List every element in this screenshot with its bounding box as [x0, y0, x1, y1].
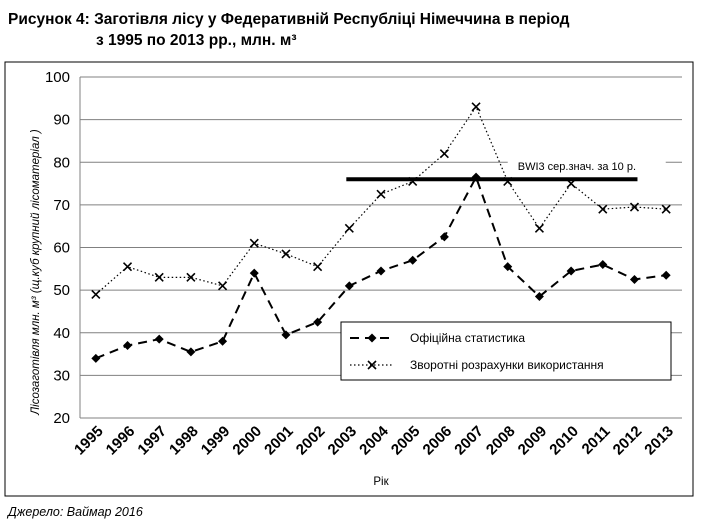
series-point: [249, 238, 259, 248]
series-point: [503, 262, 513, 272]
series-point: [313, 262, 323, 272]
legend-box: [340, 321, 672, 381]
legend-items: Офіційна статистика Зворотні розрахунки в…: [350, 331, 604, 372]
series-point: [629, 274, 639, 284]
annotation-label: BWI3 сер.знач. за 10 р.: [518, 161, 636, 173]
series-point: [186, 272, 196, 282]
y-tick-label: 40: [53, 325, 70, 342]
series-point: [344, 281, 354, 291]
series-point: [313, 317, 323, 327]
series-point: [122, 262, 133, 272]
annotation-group: BWI3 сер.знач. за 10 р.: [346, 155, 666, 182]
legend-label: Зворотні розрахунки використання: [410, 358, 604, 372]
series-point: [376, 189, 386, 199]
series-group: [91, 102, 671, 363]
series-point: [471, 102, 481, 112]
series-point: [281, 249, 291, 259]
series-point: [376, 266, 386, 276]
legend-swatch-marker: [367, 333, 377, 343]
legend-label: Офіційна статистика: [410, 331, 525, 345]
series-point: [281, 330, 291, 340]
legend: Офіційна статистика Зворотні розрахунки в…: [340, 321, 672, 381]
y-tick-label: 90: [53, 112, 70, 129]
figure-source: Джерело: Ваймар 2016: [8, 505, 143, 519]
series-point: [218, 336, 228, 346]
series-point: [344, 223, 354, 233]
y-tick-label: 70: [53, 197, 70, 214]
series-point: [534, 292, 544, 302]
y-tick-label: 30: [53, 367, 70, 384]
series-point: [566, 178, 576, 189]
figure-title-line-1: Рисунок 4: Заготівля лісу у Федеративній…: [8, 11, 570, 28]
series-point: [598, 260, 608, 270]
legend-swatch-marker: [367, 360, 377, 370]
series-point: [471, 172, 481, 182]
series-point: [661, 270, 671, 280]
series-point: [629, 202, 640, 212]
chart-outer-frame: [4, 61, 694, 497]
series-point: [123, 341, 133, 351]
y-tick-labels: 20 30 40 50 60 70 80 90 100: [45, 69, 70, 427]
series-point: [154, 334, 164, 344]
series-1: [91, 172, 671, 363]
series-point: [186, 347, 196, 357]
series-point: [218, 281, 228, 291]
series-point: [534, 223, 544, 233]
series-point: [249, 268, 259, 278]
series-point: [598, 204, 608, 214]
series-point: [566, 266, 576, 276]
y-axis-label: Лісозаготівля млн. м³ (щ.куб крупний ліс…: [30, 129, 42, 416]
x-axis-label: Рік: [373, 476, 389, 488]
series-point: [408, 255, 418, 265]
y-tick-label: 60: [53, 240, 70, 257]
series-point: [661, 204, 671, 214]
y-tick-label: 50: [53, 282, 70, 299]
annotation-label-background: [507, 155, 666, 176]
series-point: [91, 353, 101, 363]
series-2: [91, 102, 671, 299]
figure-title: Рисунок 4: Заготівля лісу у Федеративній…: [8, 9, 698, 51]
y-tick-label: 80: [53, 154, 70, 171]
series-point: [503, 176, 513, 186]
y-tick-label: 20: [53, 410, 70, 427]
y-tick-label: 100: [45, 69, 70, 86]
figure-title-line-2: з 1995 по 2013 рр., млн. м³: [96, 32, 297, 49]
series-point: [439, 149, 449, 159]
series-point: [154, 272, 164, 282]
series-point: [408, 176, 418, 186]
series-point: [439, 232, 449, 242]
series-point: [91, 289, 101, 299]
